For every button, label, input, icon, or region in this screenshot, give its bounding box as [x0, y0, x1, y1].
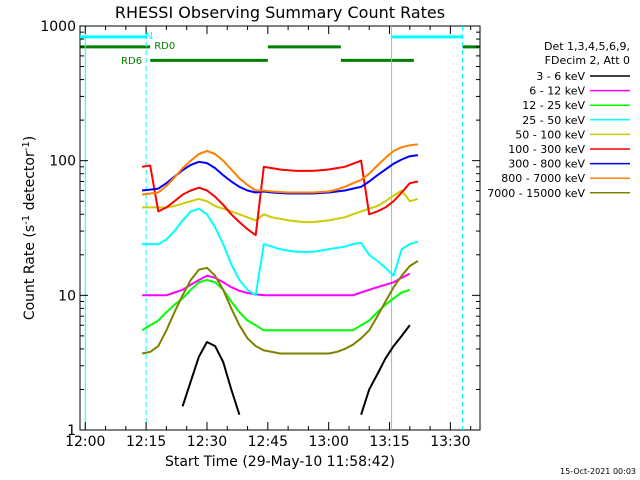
y-axis-label: Count Rate (s-1 detector-1): [21, 136, 38, 320]
x-axis-label: Start Time (29-May-10 11:58:42): [165, 454, 395, 470]
legend-label: 6 - 12 keV: [529, 85, 585, 98]
series-line: [142, 272, 411, 297]
x-tick-label: 12:00: [65, 434, 105, 450]
series-group: [141, 143, 419, 416]
chart-title: RHESSI Observing Summary Count Rates: [115, 3, 445, 22]
series-line: [141, 260, 419, 355]
annotation-label: RD6: [121, 56, 142, 67]
x-tick-label: 13:15: [369, 434, 409, 450]
attenuator-vlines: [84, 26, 464, 430]
legend-label: 300 - 800 keV: [508, 158, 585, 171]
y-axis: 1 10 100 1000: [40, 19, 480, 439]
footer-date: 15-Oct-2021 00:03: [560, 467, 636, 476]
series-line: [141, 159, 419, 237]
flag-bars: [80, 35, 480, 62]
x-tick-label: 12:30: [187, 434, 227, 450]
legend-header-1: Det 1,3,4,5,6,9,: [544, 40, 630, 53]
x-tick-label: 13:30: [430, 434, 470, 450]
x-axis: 12:00 12:15 12:30 12:45 13:00 13:15 13:30: [65, 26, 472, 450]
series-line: [142, 207, 419, 297]
x-tick-label: 12:15: [126, 434, 166, 450]
legend-label: 3 - 6 keV: [536, 70, 585, 83]
legend-label: 800 - 7000 keV: [501, 172, 585, 185]
x-tick-label: 12:45: [248, 434, 288, 450]
series-line: [142, 189, 419, 224]
plot-frame: [79, 25, 481, 431]
annotation-label: N: [145, 31, 152, 42]
legend-label: 100 - 300 keV: [508, 143, 585, 156]
series-line: [141, 143, 419, 196]
y-tick-label: 1000: [40, 19, 76, 35]
y-tick-label: 1: [67, 423, 76, 439]
annotation-label: RD0: [154, 41, 175, 52]
legend-label: 25 - 50 keV: [522, 114, 585, 127]
legend-header-2: FDecim 2, Att 0: [545, 54, 630, 67]
series-line: [181, 324, 411, 416]
y-tick-label: 10: [58, 288, 76, 304]
series-line: [141, 279, 411, 332]
y-tick-label: 100: [49, 154, 76, 170]
legend-label: 7000 - 15000 keV: [487, 187, 585, 200]
series-line: [141, 154, 419, 195]
x-tick-label: 13:00: [309, 434, 349, 450]
legend-label: 50 - 100 keV: [515, 128, 585, 141]
legend-label: 12 - 25 keV: [522, 99, 585, 112]
